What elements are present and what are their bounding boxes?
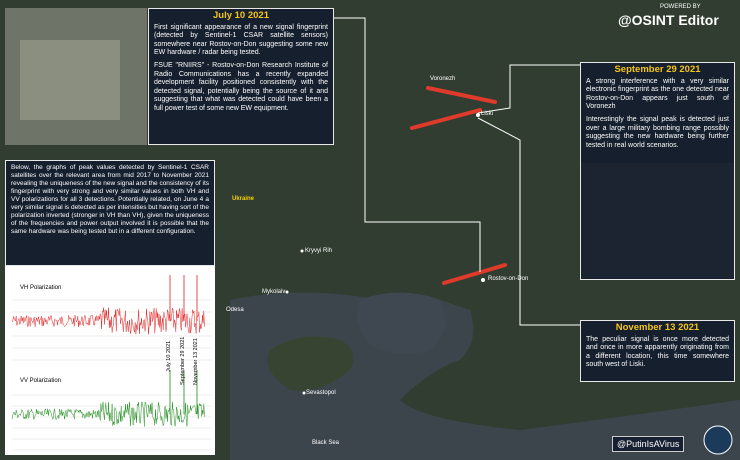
paragraph: A strong interference with a very simila… — [586, 77, 729, 111]
city: Sevastopol — [306, 390, 336, 396]
brand: @OSINT Editor — [618, 12, 719, 28]
paragraph: FSUE "RNIIRS" - Rostov-on-Don Research I… — [154, 61, 328, 112]
graph-decoration — [11, 307, 205, 335]
sea: Black Sea — [312, 440, 340, 446]
city: Rostov-on-Don — [488, 276, 529, 282]
city: Voronezh — [430, 76, 456, 82]
title: November 13 2021 — [615, 322, 700, 333]
vh-label: VH Polarization — [20, 285, 62, 291]
vv-label: VV Polarization — [20, 378, 62, 384]
city: Liski — [481, 111, 494, 117]
city: Odesa — [226, 307, 244, 313]
title: July 10 2021 — [213, 10, 269, 21]
november-box: November 13 2021 The peculiar signal is … — [580, 320, 735, 382]
city: Kryvyi Rih — [305, 248, 333, 254]
july-box: July 10 2021 First significant appearanc… — [148, 8, 334, 145]
paragraph: Interestingly the signal peak is detecte… — [586, 115, 729, 149]
powered-by: POWERED BY — [660, 4, 701, 10]
marker-label: July 10 2021 — [166, 340, 172, 372]
marker-label: November 13 2021 — [193, 338, 199, 385]
graph-decoration — [11, 401, 205, 427]
handle: @PutinIsAVirus — [612, 436, 685, 452]
left-box: Below, the graphs of peak values detecte… — [5, 160, 215, 266]
paragraph: Below, the graphs of peak values detecte… — [11, 164, 209, 235]
paragraph: The peculiar signal is once more detecte… — [586, 335, 729, 369]
marker-label: September 29 2021 — [180, 336, 186, 385]
title: September 29 2021 — [614, 64, 701, 75]
paragraph: First significant appearance of a new si… — [154, 23, 328, 57]
september-box: September 29 2021 A strong interference … — [580, 62, 735, 280]
country: Ukraine — [232, 196, 255, 202]
city: Mykolaiv — [262, 289, 286, 295]
